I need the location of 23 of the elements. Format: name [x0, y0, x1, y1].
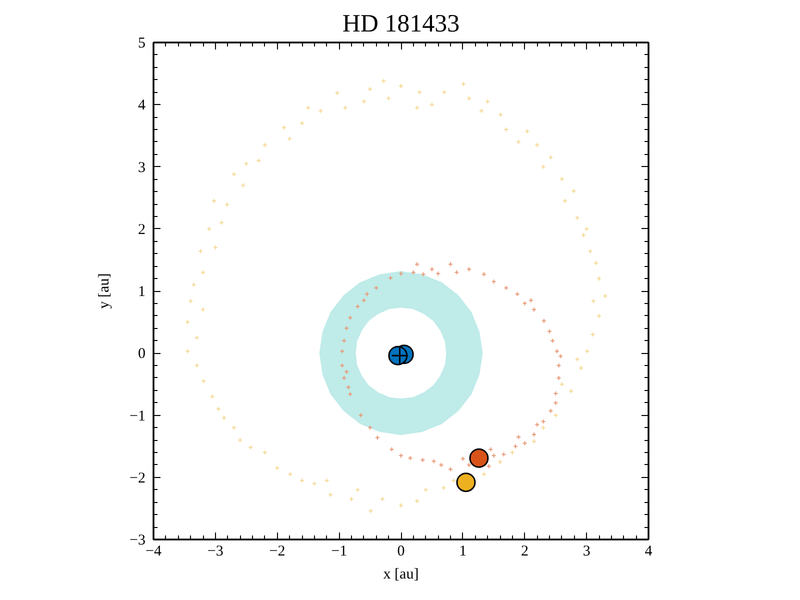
x-tick-label: 2	[521, 544, 528, 560]
y-tick-label: 1	[138, 284, 146, 300]
y-tick-label: 5	[138, 36, 146, 52]
y-tick-label: 0	[138, 346, 146, 362]
x-tick-label: −1	[331, 544, 348, 560]
x-tick-label: −4	[146, 544, 162, 560]
point	[469, 448, 489, 468]
x-tick-label: 0	[397, 544, 405, 560]
y-tick-label: −3	[130, 532, 146, 548]
y-tick-label: 4	[138, 98, 146, 114]
point	[456, 472, 476, 492]
x-tick-label: −2	[269, 544, 286, 560]
y-tick-label: 3	[138, 160, 146, 176]
x-tick-label: 3	[582, 544, 590, 560]
y-axis-title: y [au]	[96, 273, 113, 309]
x-tick-label: −3	[207, 544, 224, 560]
y-tick-label: 2	[138, 222, 146, 238]
y-tick-label: −2	[130, 470, 146, 486]
chart-title: HD 181433	[342, 10, 460, 38]
x-tick-label: 4	[644, 544, 653, 560]
x-axis-title: x [au]	[383, 566, 419, 582]
y-tick-label: −1	[130, 408, 146, 424]
x-tick-label: 1	[459, 544, 467, 560]
